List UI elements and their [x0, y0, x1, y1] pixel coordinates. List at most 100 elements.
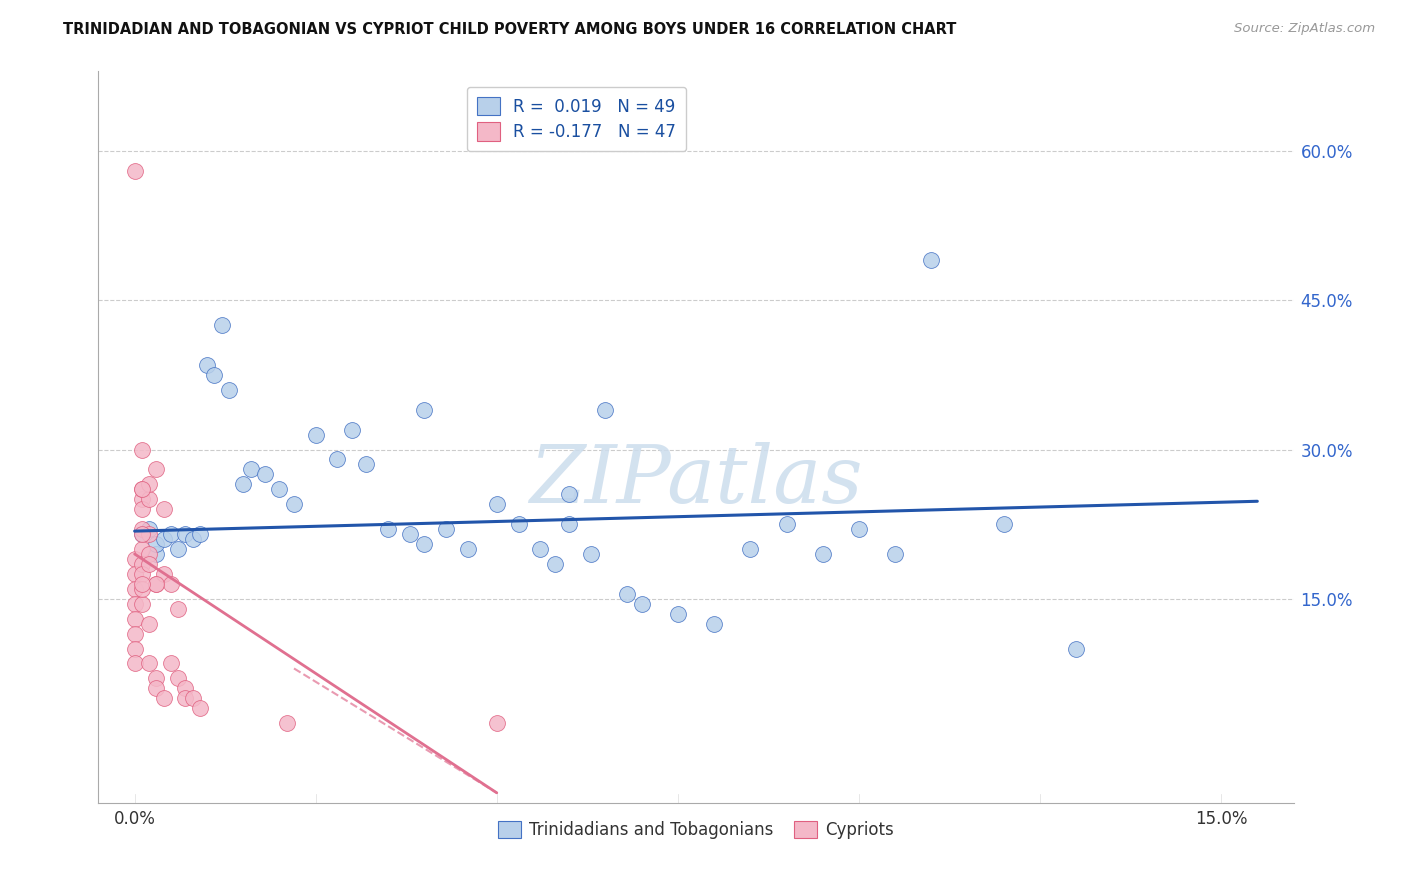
Point: [131, 527, 153, 541]
Point: [811, 547, 834, 561]
Point: [160, 657, 183, 671]
Point: [124, 164, 146, 178]
Point: [131, 502, 153, 516]
Point: [145, 577, 167, 591]
Point: [124, 582, 146, 596]
Point: [131, 582, 153, 596]
Point: [131, 483, 153, 497]
Point: [558, 517, 581, 532]
Point: [145, 681, 167, 696]
Point: [131, 492, 153, 507]
Point: [124, 566, 146, 581]
Point: [202, 368, 225, 382]
Point: [377, 522, 399, 536]
Point: [152, 566, 174, 581]
Legend: Trinidadians and Tobagonians, Cypriots: Trinidadians and Tobagonians, Cypriots: [491, 814, 901, 846]
Point: [218, 383, 240, 397]
Point: [167, 672, 190, 686]
Point: [740, 542, 762, 557]
Point: [413, 402, 436, 417]
Point: [145, 577, 167, 591]
Point: [138, 492, 160, 507]
Point: [529, 542, 551, 557]
Point: [138, 547, 160, 561]
Point: [131, 442, 153, 457]
Point: [283, 497, 305, 511]
Point: [131, 597, 153, 611]
Point: [558, 487, 581, 501]
Point: [253, 467, 276, 482]
Point: [145, 672, 167, 686]
Point: [124, 552, 146, 566]
Point: [848, 522, 870, 536]
Point: [399, 527, 422, 541]
Point: [211, 318, 233, 332]
Point: [131, 557, 153, 571]
Point: [174, 527, 197, 541]
Point: [124, 597, 146, 611]
Point: [160, 527, 183, 541]
Point: [174, 681, 197, 696]
Point: [188, 701, 211, 715]
Point: [131, 577, 153, 591]
Point: [131, 566, 153, 581]
Text: Source: ZipAtlas.com: Source: ZipAtlas.com: [1234, 22, 1375, 36]
Point: [993, 517, 1015, 532]
Point: [195, 358, 218, 372]
Point: [485, 716, 508, 731]
Text: ZIPatlas: ZIPatlas: [529, 442, 863, 520]
Point: [152, 532, 174, 546]
Point: [775, 517, 797, 532]
Point: [326, 452, 349, 467]
Point: [152, 691, 174, 706]
Point: [340, 423, 363, 437]
Point: [595, 402, 617, 417]
Point: [508, 517, 530, 532]
Point: [703, 616, 725, 631]
Point: [131, 542, 153, 557]
Point: [544, 557, 567, 571]
Point: [579, 547, 602, 561]
Point: [181, 691, 204, 706]
Point: [188, 527, 211, 541]
Point: [124, 657, 146, 671]
Point: [276, 716, 298, 731]
Point: [630, 597, 652, 611]
Point: [356, 458, 378, 472]
Point: [145, 537, 167, 551]
Point: [152, 502, 174, 516]
Point: [413, 537, 436, 551]
Text: TRINIDADIAN AND TOBAGONIAN VS CYPRIOT CHILD POVERTY AMONG BOYS UNDER 16 CORRELAT: TRINIDADIAN AND TOBAGONIAN VS CYPRIOT CH…: [63, 22, 956, 37]
Point: [181, 532, 204, 546]
Point: [884, 547, 907, 561]
Point: [269, 483, 291, 497]
Point: [174, 691, 197, 706]
Point: [138, 522, 160, 536]
Point: [145, 547, 167, 561]
Point: [666, 607, 689, 621]
Point: [138, 557, 160, 571]
Point: [131, 483, 153, 497]
Point: [138, 527, 160, 541]
Point: [1064, 641, 1087, 656]
Point: [167, 542, 190, 557]
Point: [138, 616, 160, 631]
Point: [616, 587, 638, 601]
Point: [124, 612, 146, 626]
Point: [167, 601, 190, 615]
Point: [920, 253, 942, 268]
Point: [434, 522, 457, 536]
Point: [124, 626, 146, 640]
Point: [138, 477, 160, 491]
Point: [131, 522, 153, 536]
Point: [239, 462, 262, 476]
Point: [457, 542, 479, 557]
Point: [305, 427, 328, 442]
Point: [160, 577, 183, 591]
Point: [232, 477, 254, 491]
Point: [131, 527, 153, 541]
Point: [138, 657, 160, 671]
Point: [485, 497, 508, 511]
Point: [124, 641, 146, 656]
Point: [145, 462, 167, 476]
